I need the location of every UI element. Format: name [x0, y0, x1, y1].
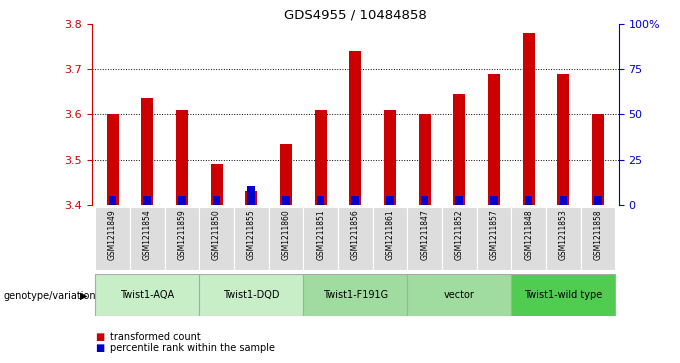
Bar [456, 196, 463, 205]
Text: GSM1211849: GSM1211849 [108, 209, 117, 260]
Bar [386, 196, 394, 205]
Text: GSM1211851: GSM1211851 [316, 209, 325, 260]
Bar [248, 186, 255, 205]
Bar [490, 196, 498, 205]
Bar [141, 98, 154, 205]
Text: GSM1211850: GSM1211850 [212, 209, 221, 260]
Bar [213, 196, 220, 205]
Bar [373, 207, 407, 270]
Text: percentile rank within the sample: percentile rank within the sample [110, 343, 275, 354]
Text: Twist1-wild type: Twist1-wild type [524, 290, 602, 300]
Bar [594, 196, 602, 205]
Text: Twist1-DQD: Twist1-DQD [223, 290, 279, 300]
Text: Twist1-F191G: Twist1-F191G [323, 290, 388, 300]
Bar [178, 196, 186, 205]
Text: ■: ■ [95, 343, 105, 354]
Text: ■: ■ [95, 332, 105, 342]
Bar [107, 114, 119, 205]
Bar [407, 274, 511, 316]
Bar [525, 196, 532, 205]
Title: GDS4955 / 10484858: GDS4955 / 10484858 [284, 8, 426, 21]
Bar [454, 94, 465, 205]
Bar [511, 207, 546, 270]
Bar [488, 73, 500, 205]
Bar [282, 196, 290, 205]
Text: GSM1211848: GSM1211848 [524, 209, 533, 260]
Bar [199, 207, 234, 270]
Bar [338, 207, 373, 270]
Bar [560, 196, 567, 205]
Bar [407, 207, 442, 270]
Bar [442, 207, 477, 270]
Bar [317, 196, 324, 205]
Bar [165, 207, 199, 270]
Bar [581, 207, 615, 270]
Text: GSM1211854: GSM1211854 [143, 209, 152, 260]
Bar [546, 207, 581, 270]
Bar [350, 51, 361, 205]
Bar [303, 274, 407, 316]
Bar [419, 114, 430, 205]
Bar [477, 207, 511, 270]
Text: GSM1211861: GSM1211861 [386, 209, 394, 260]
Text: GSM1211857: GSM1211857 [490, 209, 498, 260]
Bar [384, 110, 396, 205]
Text: GSM1211859: GSM1211859 [177, 209, 186, 260]
Bar [269, 207, 303, 270]
Bar [592, 114, 604, 205]
Bar [176, 110, 188, 205]
Text: transformed count: transformed count [110, 332, 201, 342]
Text: GSM1211856: GSM1211856 [351, 209, 360, 260]
Bar [95, 274, 199, 316]
Bar [95, 207, 130, 270]
Bar [199, 274, 303, 316]
Bar [352, 196, 359, 205]
Text: ▶: ▶ [80, 291, 88, 301]
Bar [303, 207, 338, 270]
Bar [211, 164, 222, 205]
Bar [234, 207, 269, 270]
Bar [143, 196, 151, 205]
Text: GSM1211852: GSM1211852 [455, 209, 464, 260]
Text: GSM1211858: GSM1211858 [594, 209, 602, 260]
Bar [130, 207, 165, 270]
Text: GSM1211860: GSM1211860 [282, 209, 290, 260]
Bar [245, 191, 257, 205]
Text: GSM1211853: GSM1211853 [559, 209, 568, 260]
Bar [109, 196, 116, 205]
Text: genotype/variation: genotype/variation [3, 291, 96, 301]
Bar [511, 274, 615, 316]
Bar [315, 110, 326, 205]
Bar [523, 33, 534, 205]
Text: GSM1211855: GSM1211855 [247, 209, 256, 260]
Bar [421, 196, 428, 205]
Text: Twist1-AQA: Twist1-AQA [120, 290, 174, 300]
Text: GSM1211847: GSM1211847 [420, 209, 429, 260]
Bar [557, 73, 569, 205]
Text: vector: vector [444, 290, 475, 300]
Bar [280, 144, 292, 205]
